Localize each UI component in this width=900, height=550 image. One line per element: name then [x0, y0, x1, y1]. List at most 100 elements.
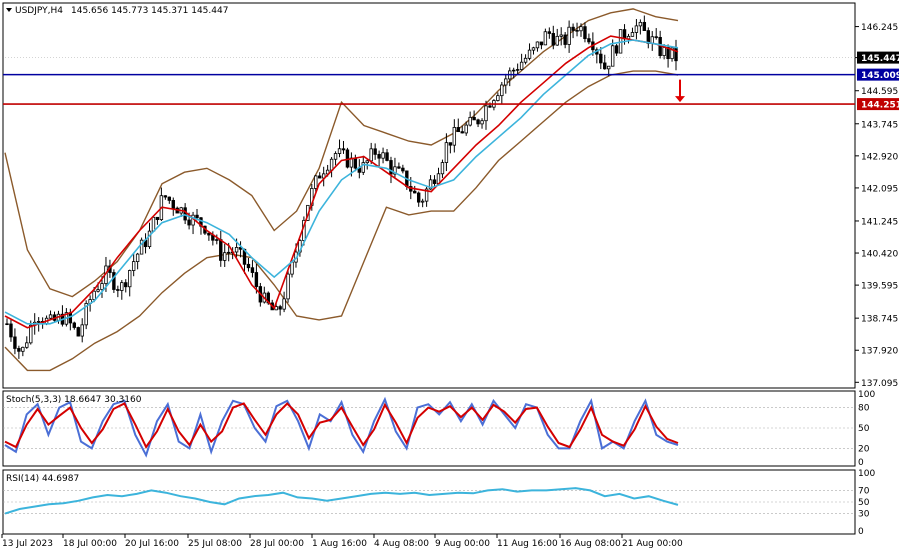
candle-body [416, 192, 421, 203]
candle [397, 162, 401, 169]
candle-body [551, 33, 555, 46]
candle-body [385, 152, 389, 161]
candle [9, 319, 13, 342]
time-tick-label: 20 Jul 16:00 [125, 539, 179, 549]
candle-body [333, 153, 338, 160]
rsi-label: RSI(14) 44.6987 [6, 474, 79, 484]
candle-body [638, 21, 643, 27]
candle-body [278, 306, 282, 310]
candle-body [353, 157, 358, 169]
candle [547, 27, 552, 39]
candle-body [460, 131, 464, 134]
candle [567, 20, 571, 53]
candle-body [21, 346, 25, 352]
candle [246, 257, 251, 272]
main-chart-panel[interactable] [2, 2, 856, 389]
candle-body [215, 239, 219, 241]
candle [559, 27, 563, 46]
candle-body [401, 167, 405, 172]
candle-body [163, 195, 168, 198]
candle-body [511, 69, 516, 72]
candle-body [147, 230, 152, 248]
candle [500, 81, 504, 104]
candle-body [610, 45, 615, 67]
candle [527, 43, 532, 61]
candle-body [571, 26, 575, 31]
candle-body [5, 323, 9, 325]
candle-body [282, 298, 286, 310]
candle-body [139, 239, 144, 255]
price-tick-label: 142.920 [861, 152, 898, 162]
candle-body [120, 282, 124, 291]
osc-tick-label: 0 [858, 527, 864, 537]
candle [135, 252, 140, 270]
candle-body [567, 26, 571, 45]
candle [587, 33, 591, 45]
price-tick-label: 143.745 [861, 120, 898, 130]
collapse-triangle-icon[interactable] [6, 8, 12, 12]
osc-tick-label: 100 [858, 469, 875, 479]
candle-body [607, 65, 611, 70]
osc-tick-label: 70 [858, 486, 870, 496]
candle [278, 304, 282, 316]
candle [155, 216, 160, 225]
price-tick-label: 137.095 [861, 379, 898, 389]
candle [76, 326, 80, 337]
candle-body [318, 175, 322, 179]
candle [413, 185, 417, 194]
candle-body [583, 26, 587, 40]
level-tag [857, 68, 899, 81]
last-price-tag [857, 51, 899, 64]
candle [519, 53, 524, 71]
candle [250, 260, 255, 278]
price-tick-label: 137.920 [861, 347, 898, 357]
candle [460, 125, 464, 134]
candle-body [515, 69, 520, 71]
candle-body [559, 34, 563, 37]
ohlc-values: 145.656 145.773 145.371 145.447 [71, 6, 228, 16]
candle-body [535, 41, 540, 49]
candle-body [464, 124, 468, 134]
candle-body [135, 253, 140, 262]
candle-body [36, 320, 41, 323]
osc-tick-label: 0 [858, 458, 864, 468]
candle-body [151, 216, 156, 232]
candle [531, 46, 536, 55]
candle-body [527, 49, 532, 59]
candle-body [13, 336, 17, 349]
candle [511, 67, 516, 79]
candle [167, 196, 172, 204]
stoch-label: Stoch(5,3,3) 18.6647 30.3160 [6, 395, 142, 405]
candle-body [543, 31, 548, 46]
candle [535, 41, 540, 52]
candle-body [167, 196, 172, 201]
time-tick-label: 9 Aug 00:00 [435, 539, 490, 549]
candle [468, 111, 472, 127]
candle [630, 27, 635, 37]
candle [571, 23, 575, 39]
price-tick-label: 142.095 [861, 184, 898, 194]
price-tick-label: 141.245 [861, 217, 898, 227]
osc-series-line [4, 487, 679, 515]
candle [80, 318, 84, 343]
candle-body [76, 327, 80, 337]
osc-tick-label: 50 [858, 424, 870, 434]
candle [13, 328, 17, 355]
candle [373, 143, 377, 160]
candle-body [155, 216, 160, 221]
price-tick-label: 139.595 [861, 282, 898, 292]
price-tick-label: 144.595 [861, 87, 898, 97]
candle [444, 133, 449, 172]
candle [484, 100, 488, 130]
candle-body [286, 273, 290, 300]
candle [603, 54, 607, 70]
candle [337, 139, 342, 158]
horizontal-levels: 145.009 144.251 [3, 68, 900, 111]
level-label: 144.251 [861, 101, 900, 111]
candle [440, 159, 445, 178]
time-tick-label: 18 Jul 00:00 [63, 539, 117, 549]
candle-body [373, 148, 377, 155]
candle [183, 203, 187, 225]
candle-body [377, 153, 381, 159]
candle-body [420, 200, 425, 203]
